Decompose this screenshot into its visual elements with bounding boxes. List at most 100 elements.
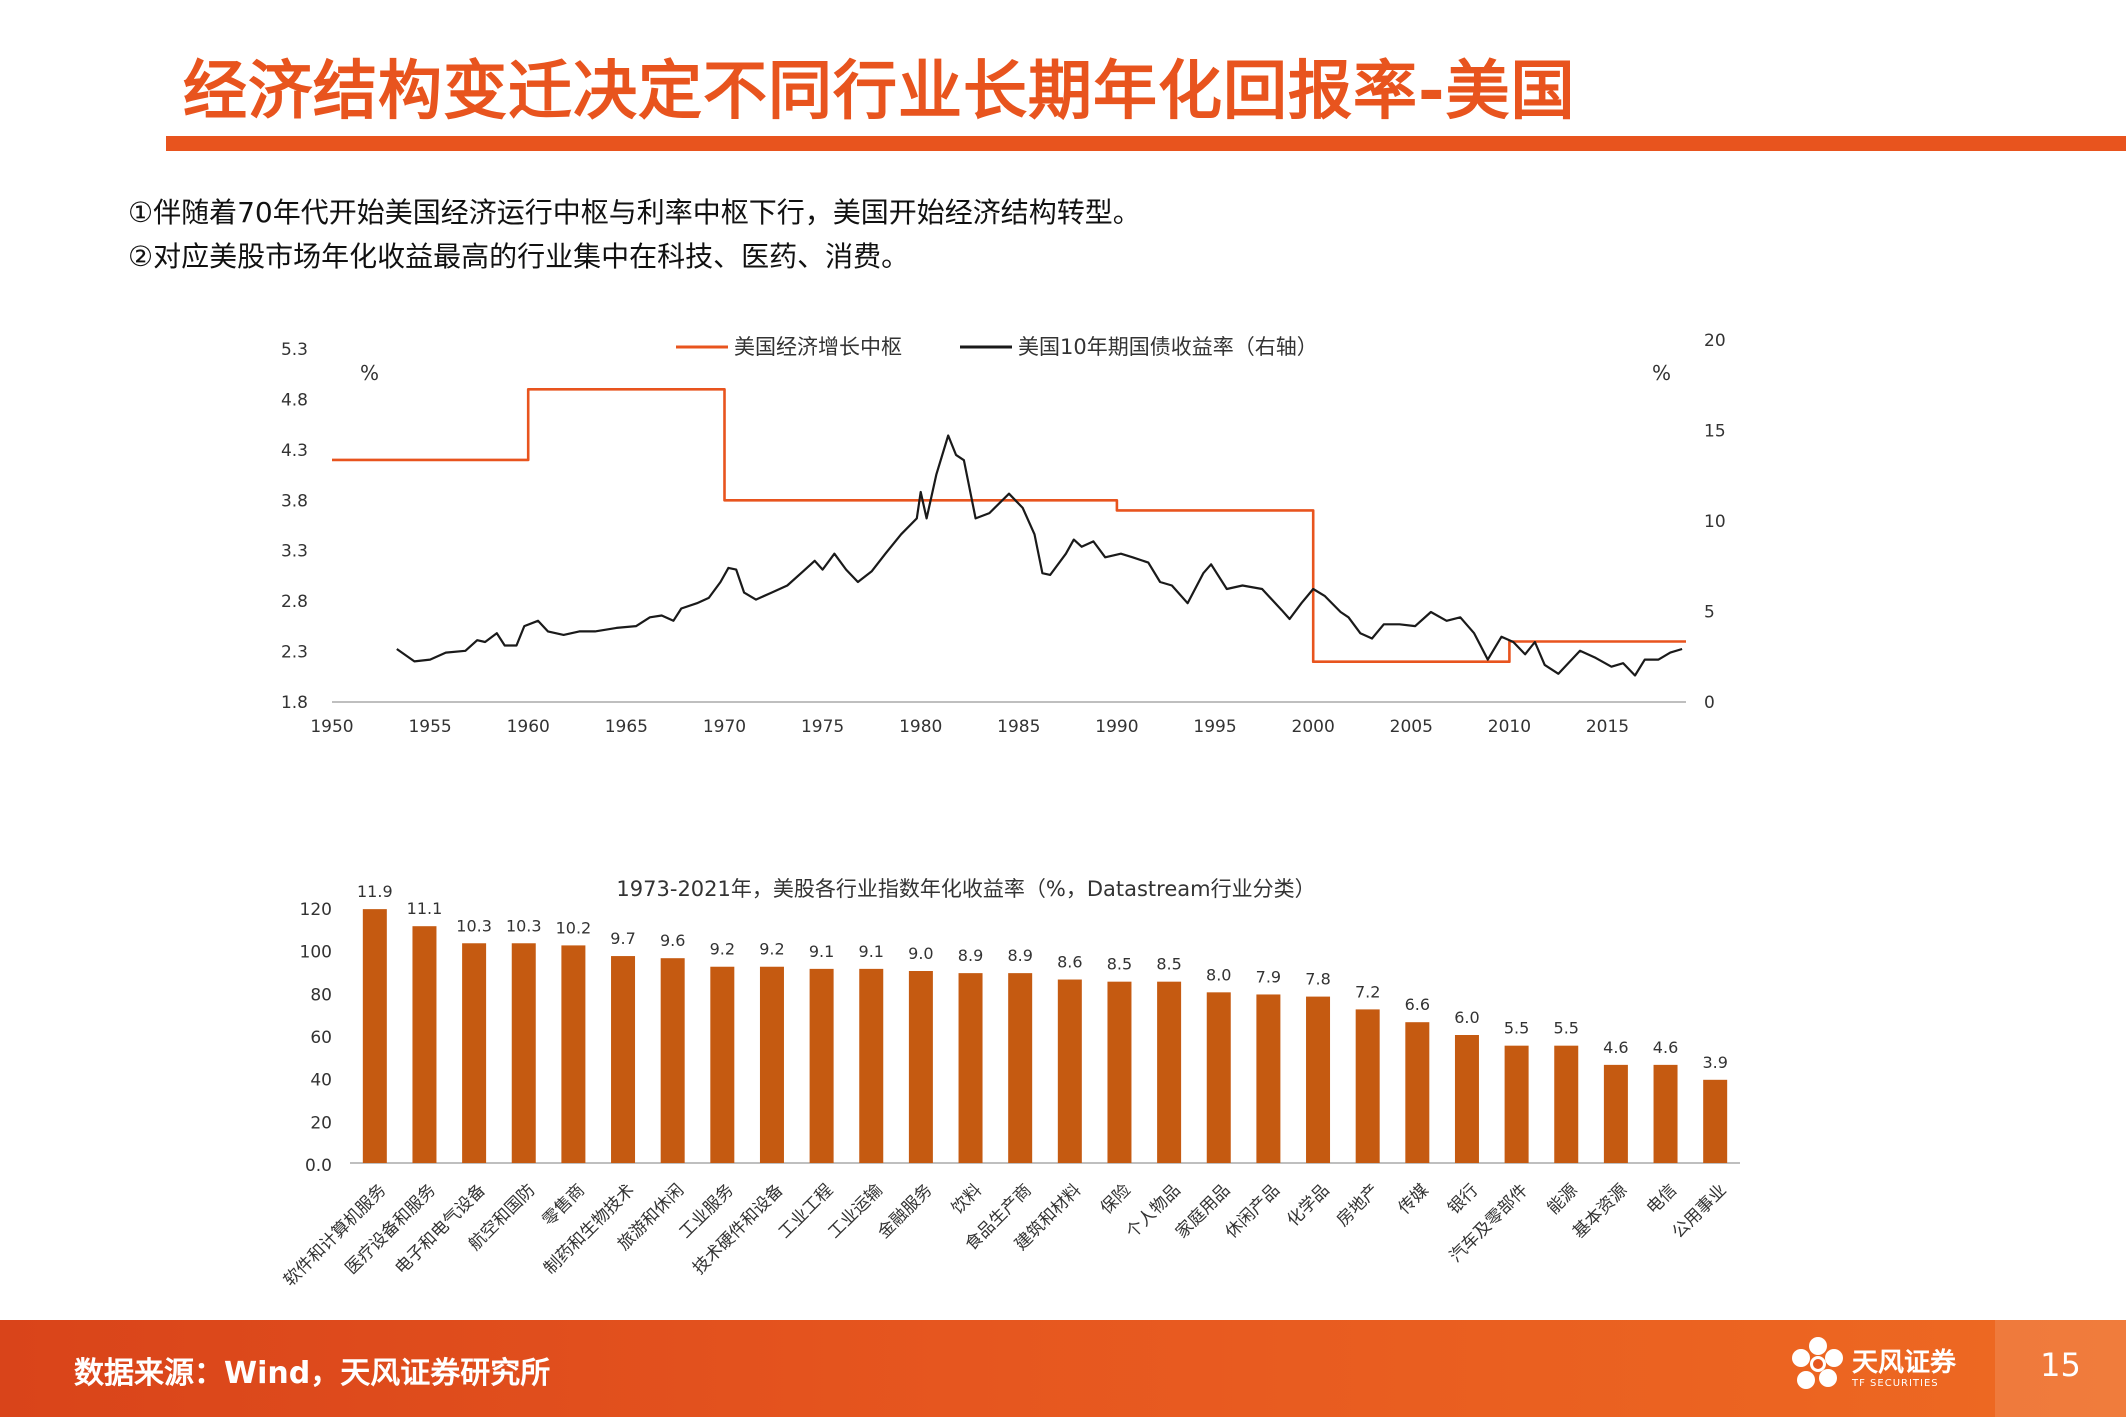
title-underline — [166, 136, 2126, 151]
x-tick-label: 1980 — [899, 717, 942, 737]
legend-label-2: 美国10年期国债收益率（右轴） — [1018, 335, 1318, 359]
bar-value-label: 7.8 — [1305, 970, 1330, 989]
bar-y-tick-label: 100 — [300, 943, 332, 963]
y-left-tick-label: 1.8 — [281, 693, 308, 713]
series-line-1 — [332, 388, 1686, 663]
x-tick-label: 2015 — [1586, 717, 1629, 737]
bar — [1157, 981, 1182, 1163]
bar — [809, 968, 834, 1163]
bar — [611, 956, 636, 1163]
y-left-tick-label: 3.3 — [281, 542, 308, 562]
y-left-unit: % — [360, 361, 379, 385]
bar-value-label: 8.9 — [958, 946, 983, 965]
bullet-2: ②对应美股市场年化收益最高的行业集中在科技、医药、消费。 — [128, 240, 910, 273]
category-label: 技术硬件和设备 — [689, 1180, 787, 1278]
y-right-tick-label: 10 — [1704, 512, 1726, 532]
bar — [1206, 992, 1231, 1163]
bar-y-tick-label: 20 — [310, 1113, 332, 1133]
category-label: 公用事业 — [1668, 1180, 1730, 1242]
bar — [958, 973, 983, 1163]
bar — [1256, 994, 1281, 1163]
category-label: 房地产 — [1333, 1180, 1383, 1230]
bar-y-tick-label: 60 — [310, 1028, 332, 1048]
y-right-tick-label: 0 — [1704, 693, 1715, 713]
category-label: 家庭用品 — [1172, 1180, 1234, 1242]
bar-value-label: 8.0 — [1206, 965, 1231, 984]
bar — [1405, 1022, 1430, 1163]
bar-value-label: 10.2 — [556, 918, 592, 937]
bar-y-tick-label: 120 — [300, 900, 332, 920]
bar — [1355, 1009, 1380, 1163]
bar — [362, 909, 387, 1163]
bar-y-tick-label: 80 — [310, 985, 332, 1005]
bar — [660, 958, 685, 1163]
y-right-tick-label: 20 — [1704, 331, 1726, 351]
x-tick-label: 2005 — [1390, 717, 1433, 737]
bar-y-tick-label: 0.0 — [305, 1156, 332, 1176]
y-left-tick-label: 5.3 — [281, 340, 308, 360]
bullet-1: ①伴随着70年代开始美国经济运行中枢与利率中枢下行，美国开始经济结构转型。 — [128, 196, 1141, 229]
logo-subtitle: TF SECURITIES — [1852, 1378, 1939, 1389]
bar-value-label: 10.3 — [506, 916, 542, 935]
bar — [462, 943, 487, 1163]
series-line-2 — [396, 434, 1683, 677]
bar-value-label: 7.9 — [1256, 967, 1281, 986]
bar-value-label: 9.0 — [908, 944, 933, 963]
category-label: 银行 — [1444, 1180, 1482, 1218]
x-tick-label: 2010 — [1488, 717, 1531, 737]
bar — [1504, 1045, 1529, 1163]
footer-bar: 数据来源：Wind，天风证券研究所 天风证券 TF SECURITIES 15 — [0, 1320, 2126, 1417]
bar-value-label: 9.1 — [859, 942, 884, 961]
category-label: 能源 — [1544, 1180, 1582, 1218]
bar-value-label: 11.9 — [357, 882, 393, 901]
x-tick-label: 1960 — [507, 717, 550, 737]
bar — [1653, 1064, 1678, 1163]
bar — [1603, 1064, 1628, 1163]
bullet-list: ①伴随着70年代开始美国经济运行中枢与利率中枢下行，美国开始经济结构转型。 ②对… — [128, 191, 1141, 279]
bar — [908, 971, 933, 1163]
x-tick-label: 1990 — [1095, 717, 1138, 737]
x-tick-label: 1995 — [1193, 717, 1236, 737]
flower-logo-icon — [1792, 1337, 1843, 1389]
bar — [511, 943, 536, 1163]
x-tick-label: 1965 — [605, 717, 648, 737]
bar-value-label: 6.6 — [1405, 995, 1430, 1014]
bar — [561, 945, 586, 1163]
bar-y-tick-label: 40 — [310, 1071, 332, 1091]
bar-value-label: 8.9 — [1007, 946, 1032, 965]
y-left-tick-label: 4.8 — [281, 390, 308, 410]
bar — [1306, 996, 1331, 1163]
y-left-tick-label: 2.8 — [281, 592, 308, 612]
data-source: 数据来源：Wind，天风证券研究所 — [74, 1356, 551, 1391]
tf-securities-logo: 天风证券 TF SECURITIES — [1790, 1334, 1970, 1404]
bar — [1008, 973, 1033, 1163]
bar — [412, 926, 437, 1163]
bar-value-label: 7.2 — [1355, 982, 1380, 1001]
bar-value-label: 6.0 — [1454, 1008, 1479, 1027]
category-label: 基本资源 — [1569, 1180, 1631, 1242]
bar — [859, 968, 884, 1163]
x-tick-label: 1970 — [703, 717, 746, 737]
category-label: 个人物品 — [1122, 1180, 1184, 1242]
bar-value-label: 9.6 — [660, 931, 685, 950]
bar-value-label: 4.6 — [1603, 1038, 1628, 1057]
x-tick-label: 1975 — [801, 717, 844, 737]
y-right-tick-label: 15 — [1704, 422, 1726, 442]
bar-value-label: 8.5 — [1156, 955, 1181, 974]
bar — [1554, 1045, 1579, 1163]
category-label: 电信 — [1643, 1180, 1681, 1218]
bar-value-label: 5.5 — [1554, 1019, 1579, 1038]
page-title: 经济结构变迁决定不同行业长期年化回报率-美国 — [183, 55, 1576, 129]
y-left-tick-label: 2.3 — [281, 643, 308, 663]
bar-value-label: 9.2 — [710, 940, 735, 959]
x-tick-label: 1950 — [310, 717, 353, 737]
x-tick-label: 2000 — [1292, 717, 1335, 737]
bar-chart-title: 1973-2021年，美股各行业指数年化收益率（%，Datastream行业分类… — [616, 877, 1315, 901]
category-label: 保险 — [1097, 1180, 1135, 1218]
bar-value-label: 9.7 — [610, 929, 635, 948]
bar-chart: 1973-2021年，美股各行业指数年化收益率（%，Datastream行业分类… — [280, 877, 1740, 1291]
bar-value-label: 4.6 — [1653, 1038, 1678, 1057]
page-number-box: 15 — [1995, 1320, 2126, 1417]
bar — [1057, 979, 1082, 1163]
y-left-tick-label: 3.8 — [281, 491, 308, 511]
